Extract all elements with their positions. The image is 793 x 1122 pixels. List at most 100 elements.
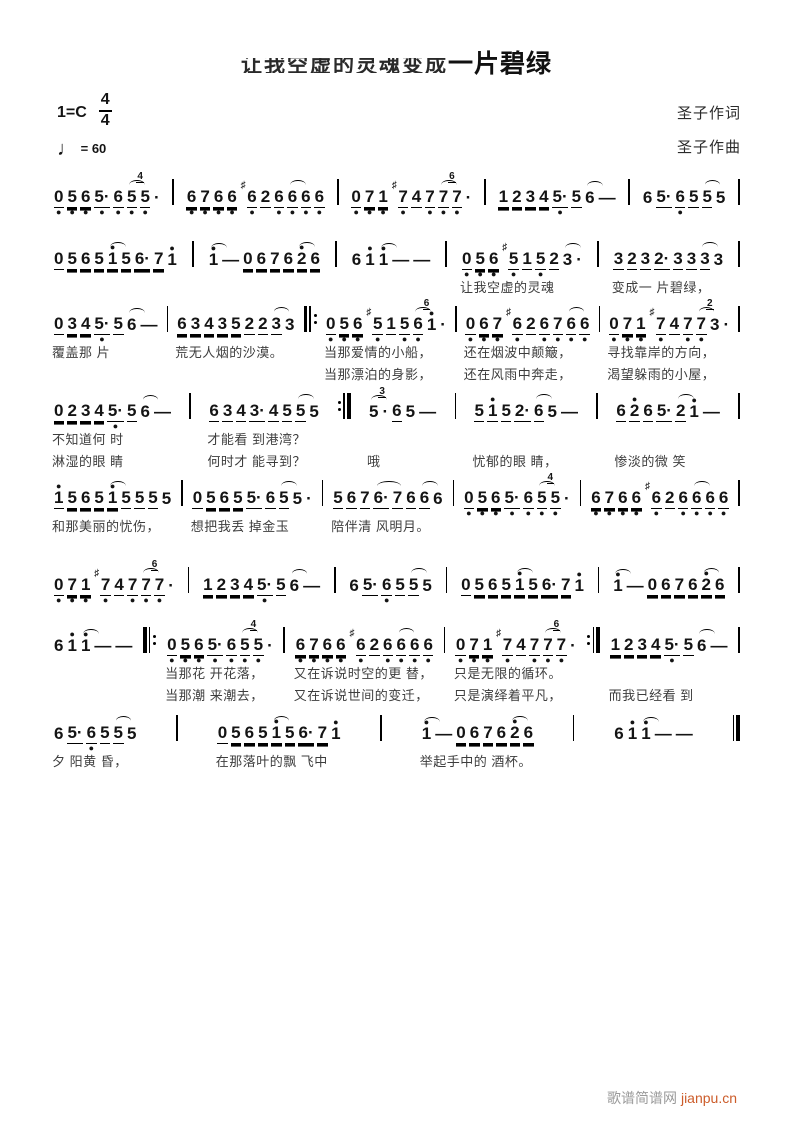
- note-digit: 5·: [663, 635, 681, 656]
- note-digit: 2: [369, 635, 380, 656]
- note: 5· ●: [93, 188, 111, 217]
- note-digit: 0: [53, 401, 64, 422]
- note-digit: 6: [687, 575, 699, 596]
- note-digit: 4: [538, 187, 550, 208]
- octave-dot-below-icon: ●: [693, 508, 700, 518]
- key-label: 1=C: [57, 103, 87, 121]
- note: 6: [496, 724, 507, 744]
- note-digit: 6: [615, 401, 627, 422]
- note: 5: [701, 180, 721, 208]
- note: 6: [615, 401, 627, 422]
- note: 6 ●: [213, 188, 224, 217]
- measure: 0 ● 5 ● 6 ● ♯ 5 ● 1 5 ● 6 ● 6 1 ● · 当那爱情的小船， 当那漂泊的身影，: [324, 299, 448, 383]
- octave-dot-below-icon: ●: [324, 655, 331, 665]
- note-digit: 6: [523, 488, 534, 509]
- octave-dot-below-icon: ●: [525, 508, 532, 518]
- note-digit: —: [675, 724, 693, 743]
- slur-arc-icon: [587, 181, 603, 191]
- note: 6: [660, 576, 672, 596]
- note-digit: 5·: [66, 723, 84, 744]
- note-digit: 6: [54, 636, 64, 655]
- note-digit: 5·: [655, 187, 672, 208]
- note: 4: [515, 636, 527, 656]
- barline-stroke: [445, 567, 448, 593]
- octave-dot-below-icon: ●: [115, 207, 121, 217]
- note-digit: 6: [127, 315, 137, 334]
- barline: [336, 178, 340, 206]
- octave-dot-below-icon: ●: [658, 334, 664, 344]
- octave-dot-below-icon: ●: [467, 334, 474, 344]
- note: 7 ●: [451, 187, 463, 217]
- note: —: [654, 725, 672, 744]
- note-digit: ·: [440, 315, 446, 334]
- octave-dot-below-icon: ●: [685, 334, 691, 344]
- barline: [737, 305, 741, 333]
- octave-dot-below-icon: ●: [196, 655, 202, 665]
- note-digit: 6: [523, 723, 534, 744]
- lyric-line: 当那花 开花落，: [165, 666, 264, 681]
- note-digit: 7: [424, 187, 436, 208]
- octave-dot-below-icon: ●: [504, 655, 511, 665]
- note: 5· ●: [207, 636, 224, 665]
- note-digit: 6: [283, 249, 294, 270]
- octave-dot-below-icon: ●: [129, 207, 135, 217]
- note-digit: 5·: [107, 401, 124, 422]
- note: 5: [120, 489, 132, 509]
- notes-row: 0 ● 5 ● 6 ● ♯ 5 ● 1 5 ● 2 3 ·: [460, 238, 584, 279]
- note: 2·: [514, 401, 531, 422]
- note-digit: 0: [461, 249, 472, 270]
- note-digit: 5: [547, 402, 557, 421]
- octave-dot-below-icon: ●: [471, 655, 477, 665]
- note-digit: 6: [140, 402, 150, 421]
- note: ·: [153, 189, 160, 208]
- octave-dot-below-icon: ●: [56, 595, 62, 605]
- note-digit: 6: [352, 314, 363, 335]
- note-digit: 6: [490, 488, 502, 509]
- note-digit: 7: [604, 488, 615, 509]
- barline: [451, 479, 455, 507]
- slur-arc-icon: [115, 716, 132, 726]
- slur-arc-icon: [129, 308, 145, 318]
- barline-stroke: [452, 480, 455, 506]
- song-title-main: 一片碧绿: [447, 50, 552, 78]
- note: 6: [533, 394, 552, 422]
- slur-arc-icon: [129, 180, 145, 190]
- key-signature: 1=C 4 4: [57, 91, 112, 130]
- note-digit: 5: [205, 488, 217, 509]
- note-digit: 1: [202, 575, 214, 596]
- note: 6 ●: [590, 489, 602, 518]
- note: 5: [332, 489, 344, 509]
- octave-dot-below-icon: ●: [99, 207, 105, 217]
- note-digit: 7: [364, 187, 375, 208]
- barline-stroke: [333, 567, 336, 593]
- note-digit: 1: [487, 401, 498, 422]
- note: 5· ●: [93, 315, 111, 344]
- note-digit: 2·: [514, 401, 531, 422]
- octave-dot-below-icon: ●: [56, 207, 62, 217]
- note: 6: [523, 723, 534, 744]
- note-digit: 7: [451, 187, 463, 208]
- note: 1 ●: [426, 309, 436, 335]
- note: 6 ●: [539, 315, 550, 344]
- note: 6 ●: [490, 488, 502, 518]
- note-digit: 2: [623, 635, 634, 656]
- note: 0: [53, 315, 64, 335]
- octave-dot-below-icon: ●: [633, 508, 640, 518]
- note: 7 ●: [66, 576, 78, 605]
- notes-row: 6 5· 6 ● 5 5 5: [52, 712, 138, 753]
- note-digit: 6: [80, 249, 91, 270]
- lyric-line: [207, 279, 322, 296]
- note: 5 ● 4: [126, 172, 145, 217]
- octave-dot-above-icon: ●: [69, 629, 75, 639]
- note: 6: [687, 575, 699, 596]
- sharp-icon: ♯: [94, 568, 100, 579]
- octave-dot-below-icon: ●: [354, 334, 361, 344]
- dot: [153, 642, 157, 645]
- note-digit: 1: [385, 314, 397, 335]
- note: 6 ●: [422, 636, 434, 665]
- lyric-line: [367, 431, 438, 448]
- note-digit: 0: [465, 314, 476, 335]
- note: 5: [683, 636, 694, 656]
